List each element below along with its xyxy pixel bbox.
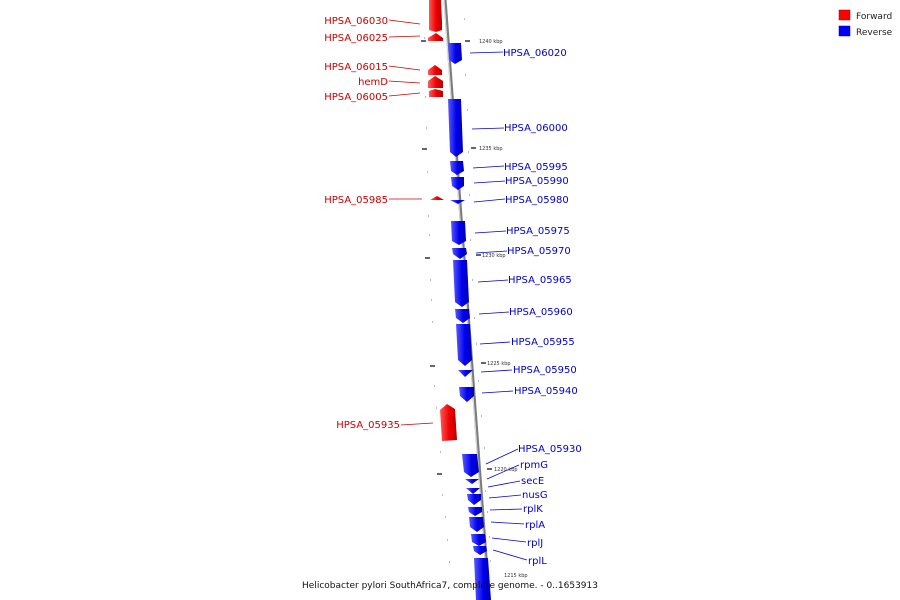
label-hpsa-05930[interactable]: HPSA_05930: [518, 444, 582, 455]
legend-reverse-label: Reverse: [856, 28, 893, 38]
gene-hpsa-05980[interactable]: [450, 200, 465, 204]
scale-label-1220: 1220 kbp: [494, 467, 518, 473]
reverse-gene-labels: HPSA_06020 HPSA_06000 HPSA_05995 HPSA_05…: [503, 48, 582, 567]
minor-ticks: [424, 18, 491, 563]
reverse-leader-lines: [469, 51, 528, 561]
label-hpsa-06030[interactable]: HPSA_06030: [324, 16, 388, 27]
gene-hpsa-06005[interactable]: [429, 89, 443, 97]
label-rplk[interactable]: rplK: [523, 504, 543, 515]
scale-label-1235: 1235 kbp: [479, 146, 503, 152]
label-sece[interactable]: secE: [521, 476, 544, 487]
gene-hpsa-05950[interactable]: [458, 370, 473, 377]
scale-label-1225: 1225 kbp: [487, 361, 511, 367]
label-hpsa-06025[interactable]: HPSA_06025: [324, 33, 388, 44]
gene-hpsa-05940[interactable]: [459, 387, 474, 402]
gene-hpsa-06025[interactable]: [428, 33, 443, 41]
label-rplj[interactable]: rplJ: [527, 538, 543, 549]
label-hpsa-06015[interactable]: HPSA_06015: [324, 62, 388, 73]
label-rpla[interactable]: rplA: [525, 520, 545, 531]
gene-hpsa-05965[interactable]: [453, 260, 469, 307]
legend-forward-swatch: [838, 9, 851, 21]
gene-rplk[interactable]: [468, 507, 482, 516]
gene-hpsa-05970[interactable]: [452, 248, 467, 259]
gene-rplj[interactable]: [471, 534, 486, 546]
label-hpsa-06000[interactable]: HPSA_06000: [504, 123, 568, 134]
gene-hpsa-06020[interactable]: [448, 43, 462, 64]
gene-bottom-segment[interactable]: [474, 558, 491, 600]
gene-hpsa-05975[interactable]: [451, 221, 466, 245]
label-hpsa-06005[interactable]: HPSA_06005: [324, 92, 388, 103]
scale-label-1230: 1230 kbp: [482, 253, 506, 259]
gene-sece[interactable]: [466, 488, 480, 494]
label-rpmg[interactable]: rpmG: [520, 460, 548, 471]
gene-hpsa-06030[interactable]: [429, 0, 442, 22]
gene-hpsa-06000[interactable]: [448, 99, 463, 157]
major-ticks: [421, 40, 492, 475]
forward-genes: [428, 0, 457, 441]
label-hpsa-05975[interactable]: HPSA_05975: [506, 226, 570, 237]
legend: Forward Reverse: [838, 9, 893, 38]
genome-caption: Helicobacter pylori SouthAfrica7, comple…: [302, 581, 598, 591]
label-hpsa-05965[interactable]: HPSA_05965: [508, 275, 572, 286]
gene-hpsa-05960[interactable]: [455, 309, 470, 323]
label-hpsa-05955[interactable]: HPSA_05955: [511, 337, 575, 348]
forward-leader-lines: [388, 19, 434, 426]
gene-rpmg[interactable]: [465, 479, 479, 484]
gene-hpsa-05935[interactable]: [440, 404, 457, 441]
legend-reverse-swatch: [838, 25, 851, 37]
gene-hpsa-06015[interactable]: [428, 65, 442, 75]
label-hpsa-05995[interactable]: HPSA_05995: [504, 162, 568, 173]
label-hpsa-05935[interactable]: HPSA_05935: [336, 420, 400, 431]
label-hpsa-05950[interactable]: HPSA_05950: [513, 365, 577, 376]
gene-hpsa-05990[interactable]: [451, 177, 464, 190]
gene-hpsa-05995[interactable]: [450, 161, 464, 175]
legend-forward-label: Forward: [856, 12, 892, 22]
gene-hpsa-05930[interactable]: [462, 454, 479, 477]
gene-rpla[interactable]: [469, 517, 484, 532]
forward-gene-labels: HPSA_06030 HPSA_06025 HPSA_06015 hemD HP…: [324, 16, 400, 431]
label-hpsa-05990[interactable]: HPSA_05990: [505, 176, 569, 187]
label-hpsa-05940[interactable]: HPSA_05940: [514, 386, 578, 397]
gene-hpsa-06030-arrow[interactable]: [429, 22, 442, 32]
scale-label-1240: 1240 kbp: [479, 39, 503, 45]
label-nusg[interactable]: nusG: [522, 490, 548, 501]
label-hpsa-05980[interactable]: HPSA_05980: [505, 195, 569, 206]
gene-rpll[interactable]: [473, 546, 487, 555]
label-hpsa-05970[interactable]: HPSA_05970: [507, 246, 571, 257]
label-hemd[interactable]: hemD: [358, 77, 388, 88]
label-rpll[interactable]: rplL: [528, 556, 547, 567]
reverse-genes: [448, 43, 491, 600]
gene-nusg[interactable]: [467, 494, 481, 505]
gene-hpsa-05955[interactable]: [456, 324, 472, 366]
gene-hpsa-05985[interactable]: [430, 196, 444, 200]
label-hpsa-05960[interactable]: HPSA_05960: [509, 307, 573, 318]
label-hpsa-05985[interactable]: HPSA_05985: [324, 195, 388, 206]
gene-hemd[interactable]: [428, 76, 443, 88]
label-hpsa-06020[interactable]: HPSA_06020: [503, 48, 567, 59]
scale-label-1215: 1215 kbp: [504, 573, 528, 579]
